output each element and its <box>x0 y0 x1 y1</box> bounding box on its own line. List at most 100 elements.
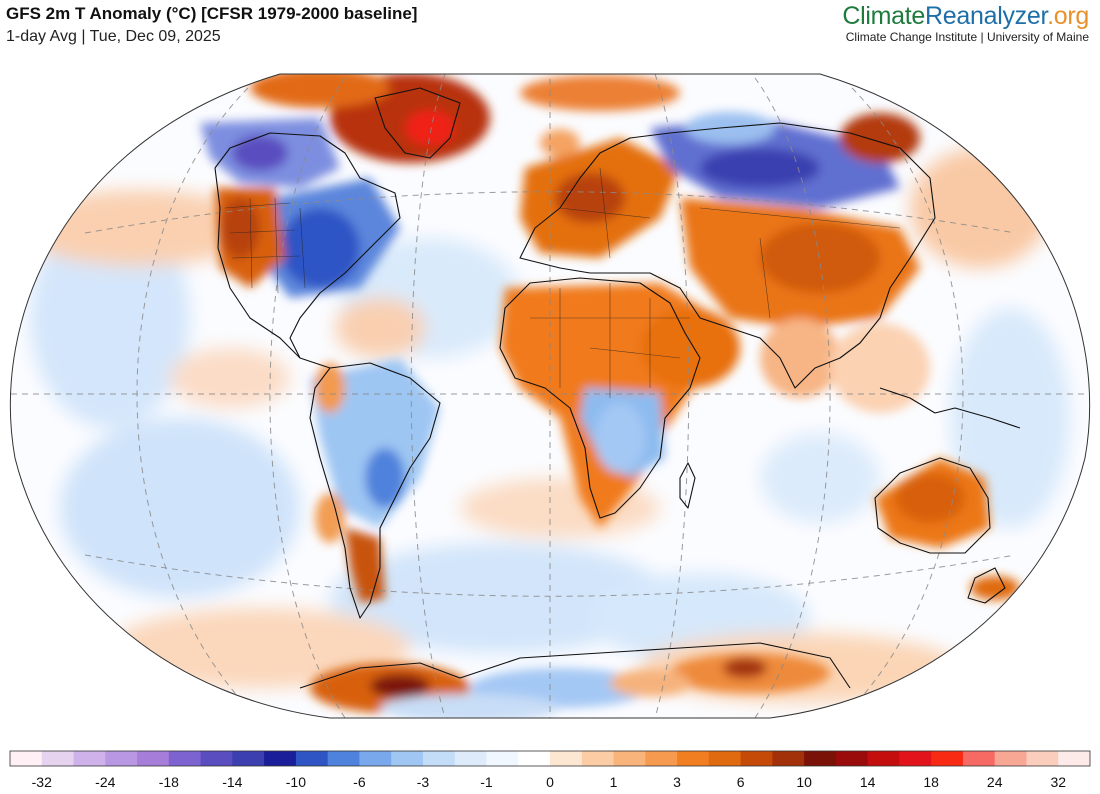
anomaly-patch <box>555 173 625 223</box>
graticule <box>10 74 1090 718</box>
colorbar-swatch <box>899 751 932 766</box>
colorbar-swatch <box>867 751 900 766</box>
anomaly-patch <box>760 223 880 293</box>
colorbar-tick-label: -6 <box>353 774 366 790</box>
colorbar-swatch <box>772 751 805 766</box>
anomaly-patch <box>685 112 775 144</box>
coastline-greenland <box>374 87 461 159</box>
anomaly-patch <box>315 363 345 413</box>
anomaly-patch <box>595 403 645 473</box>
colorbar-swatch <box>359 751 392 766</box>
colorbar-swatches <box>10 751 1091 766</box>
anomaly-patch <box>250 74 390 108</box>
colorbar-swatch <box>454 751 487 766</box>
colorbar-swatch <box>931 751 964 766</box>
colorbar-legend: -32 -24 -18 -14 -10 -6 -3 -1 0 1 3 6 10 14 18 24 32 <box>9 750 1091 790</box>
meridian-line <box>654 74 690 718</box>
brand-name-part3: .org <box>1047 2 1089 30</box>
anomaly-patch <box>970 576 1020 600</box>
anomaly-map <box>9 73 1091 719</box>
map-title: GFS 2m T Anomaly (°C) [CFSR 1979-2000 ba… <box>6 4 418 23</box>
colorbar-swatch <box>645 751 678 766</box>
colorbar-swatch <box>804 751 837 766</box>
colorbar-swatch <box>1058 751 1091 766</box>
colorbar-swatch <box>962 751 996 766</box>
coastline-indonesia <box>879 387 1021 429</box>
globe-outline <box>9 73 1091 719</box>
colorbar-swatch <box>677 751 710 766</box>
colorbar-swatch <box>1026 751 1059 766</box>
colorbar-tick-label: -24 <box>95 774 115 790</box>
anomaly-patch <box>895 473 965 523</box>
colorbar-tick-label: 0 <box>546 774 554 790</box>
colorbar-tick-label: 32 <box>1050 774 1066 790</box>
colorbar-swatch <box>10 751 43 766</box>
colorbar-tick-label: 6 <box>737 774 745 790</box>
colorbar-swatch <box>137 751 170 766</box>
colorbar-swatch <box>518 751 551 766</box>
anomaly-patch <box>910 148 1050 268</box>
coastline-australia <box>874 457 991 554</box>
colorbar-tick-label: -18 <box>159 774 179 790</box>
brand-logo[interactable]: ClimateReanalyzer.org Climate Change Ins… <box>842 2 1089 44</box>
parallel-line <box>84 191 1016 234</box>
colorbar-tick-label: 14 <box>860 774 876 790</box>
anomaly-patch <box>170 348 290 408</box>
parallel-line <box>84 554 1016 597</box>
colorbar-swatch <box>486 751 519 766</box>
colorbar-swatch <box>168 751 202 766</box>
anomaly-patch <box>830 323 930 413</box>
brand-tagline: Climate Change Institute | University of… <box>845 30 1089 44</box>
anomaly-patch <box>280 208 360 288</box>
colorbar-swatch <box>264 751 297 766</box>
meridian-line <box>754 77 831 718</box>
colorbar-tick-label: 1 <box>610 774 618 790</box>
coastline-north-america-west <box>214 167 301 359</box>
colorbar-tick-label: 10 <box>796 774 812 790</box>
colorbar-tick-label: -14 <box>222 774 242 790</box>
anomaly-patch <box>610 669 690 697</box>
brand-name-part2: Reanalyzer <box>925 2 1048 30</box>
anomaly-patch <box>315 493 345 543</box>
colorbar-swatch <box>327 751 360 766</box>
anomaly-patch <box>405 110 455 146</box>
colorbar-swatch <box>708 751 742 766</box>
anomaly-patch <box>60 418 300 598</box>
colorbar-swatch <box>581 751 615 766</box>
brand-name-part1: Climate <box>842 2 926 30</box>
map-subtitle: 1-day Avg | Tue, Dec 09, 2025 <box>6 28 221 45</box>
colorbar-labels: -32 -24 -18 -14 -10 -6 -3 -1 0 1 3 6 10 14 18 24 32 <box>32 774 1067 790</box>
anomaly-patch <box>723 658 767 678</box>
colorbar-swatch <box>994 751 1027 766</box>
coastline-eurasia <box>519 122 936 389</box>
anomaly-patch <box>760 318 840 398</box>
colorbar-swatch <box>391 751 424 766</box>
anomaly-patch <box>540 129 580 157</box>
colorbar-swatch <box>550 751 583 766</box>
borders <box>224 167 901 398</box>
colorbar-tick-label: 3 <box>673 774 681 790</box>
colorbar-tick-label: 24 <box>987 774 1003 790</box>
colorbar-tick-label: -1 <box>480 774 493 790</box>
anomaly-patch <box>335 298 425 358</box>
colorbar-swatch <box>73 751 106 766</box>
colorbar-tick-label: -3 <box>417 774 430 790</box>
state-borders <box>224 197 306 294</box>
colorbar-swatch <box>740 751 773 766</box>
colorbar-swatch <box>835 751 869 766</box>
coastline-south-america <box>309 362 441 619</box>
anomaly-patch <box>640 308 740 388</box>
meridian-line <box>136 87 249 709</box>
broad-anomaly-layer <box>20 148 1070 703</box>
africa-borders <box>530 283 690 398</box>
anomaly-patch <box>520 75 680 111</box>
colorbar-tick-label: -32 <box>32 774 52 790</box>
anomaly-patch <box>700 148 820 188</box>
anomaly-patch <box>950 308 1070 528</box>
coastline-madagascar <box>679 462 696 509</box>
colorbar-swatch <box>295 751 329 766</box>
colorbar-swatch <box>613 751 646 766</box>
anomaly-patch <box>760 433 880 523</box>
anomaly-patch <box>110 608 410 688</box>
anomaly-patch <box>370 674 430 698</box>
